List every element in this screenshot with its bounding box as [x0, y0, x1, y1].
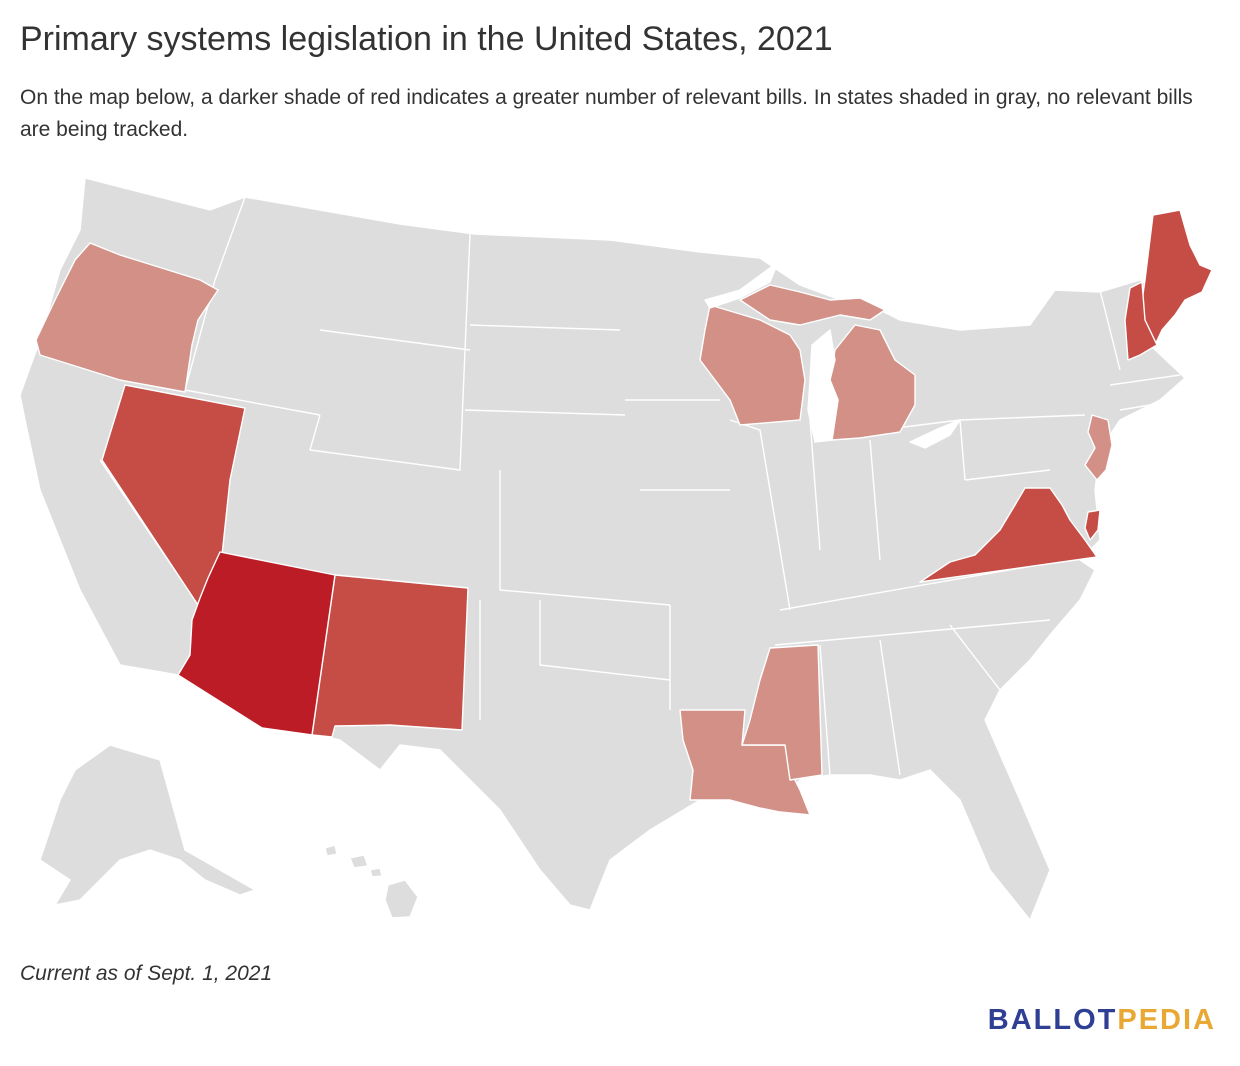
map-subtitle: On the map below, a darker shade of red …: [20, 86, 1193, 141]
map-title: Primary systems legislation in the Unite…: [20, 20, 833, 58]
lake-erie: [909, 419, 961, 449]
ballotpedia-logo: BALLOTPEDIA: [988, 1004, 1216, 1037]
date-note: Current as of Sept. 1, 2021: [20, 962, 273, 985]
us-map: [19, 177, 1213, 921]
state-wisconsin: [699, 304, 806, 426]
state-mississippi: [741, 644, 823, 781]
state-virginia: [919, 487, 1098, 583]
alaska: [39, 744, 256, 906]
hawaii-islands: [324, 844, 383, 878]
hawaii: [384, 879, 419, 919]
state-maine: [1139, 209, 1213, 346]
state-oregon: [35, 242, 219, 393]
state-new-mexico: [311, 574, 469, 738]
state-new-jersey: [1084, 414, 1113, 481]
lake-michigan: [807, 329, 839, 443]
state-delaware: [1084, 509, 1101, 541]
lake-superior: [704, 261, 779, 309]
state-arizona: [177, 551, 336, 736]
logo-pedia: PEDIA: [1117, 1004, 1216, 1036]
state-michigan-upper: [739, 284, 886, 326]
state-new-hampshire: [1124, 281, 1158, 361]
logo-ballot: BALLOT: [987, 1004, 1118, 1036]
